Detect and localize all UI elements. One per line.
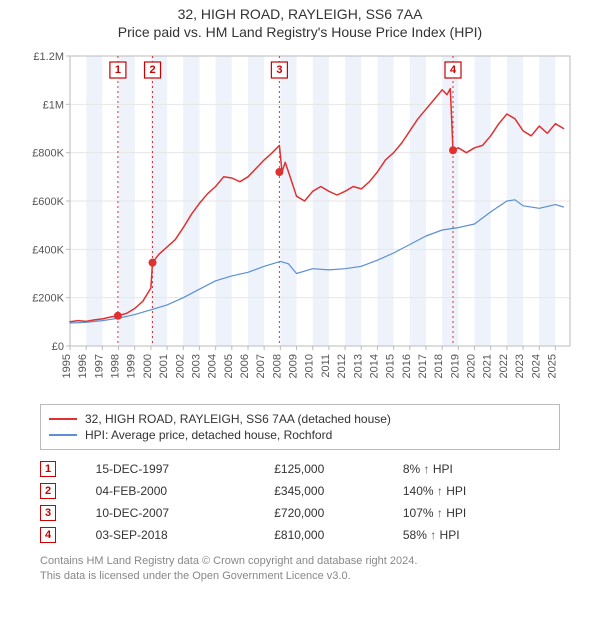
event-price: £720,000 [274,502,403,524]
legend-label: HPI: Average price, detached house, Roch… [85,428,332,442]
svg-text:2011: 2011 [320,354,332,378]
event-badge: 3 [40,505,56,521]
footer-line-1: Contains HM Land Registry data © Crown c… [40,554,560,569]
svg-text:2005: 2005 [223,354,235,378]
svg-text:2007: 2007 [255,354,267,378]
svg-text:1996: 1996 [77,354,89,378]
svg-text:1997: 1997 [93,354,105,378]
event-date: 10-DEC-2007 [96,502,275,524]
event-badge-cell: 3 [40,502,96,524]
event-pct: 8% ↑ HPI [403,458,560,480]
svg-text:2016: 2016 [401,354,413,378]
svg-text:2009: 2009 [288,354,300,378]
arrow-up-icon: ↑ [437,506,443,520]
svg-text:2023: 2023 [514,354,526,378]
svg-text:2021: 2021 [482,354,494,378]
event-date: 04-FEB-2000 [96,480,275,502]
footer-line-2: This data is licensed under the Open Gov… [40,569,560,584]
event-badge: 4 [40,527,56,543]
svg-text:2017: 2017 [417,354,429,378]
svg-text:2025: 2025 [546,354,558,378]
svg-text:2: 2 [149,64,155,76]
legend-item: HPI: Average price, detached house, Roch… [49,427,551,443]
legend-label: 32, HIGH ROAD, RAYLEIGH, SS6 7AA (detach… [85,412,391,426]
svg-text:2008: 2008 [271,354,283,378]
event-price: £810,000 [274,524,403,546]
svg-text:2022: 2022 [498,354,510,378]
svg-text:4: 4 [450,64,457,76]
svg-text:2015: 2015 [385,354,397,378]
event-row: 3 10-DEC-2007£720,000107% ↑ HPI [40,502,560,524]
event-badge: 2 [40,483,56,499]
event-date: 03-SEP-2018 [96,524,275,546]
event-badge-cell: 1 [40,458,96,480]
svg-text:2004: 2004 [207,354,219,378]
event-row: 2 04-FEB-2000£345,000140% ↑ HPI [40,480,560,502]
legend: 32, HIGH ROAD, RAYLEIGH, SS6 7AA (detach… [40,404,560,450]
arrow-up-icon: ↑ [424,462,430,476]
chart-container: £0 £200K £400K £600K £800K £1M £1.2M 1995 1996 19… [20,46,580,396]
event-pct: 140% ↑ HPI [403,480,560,502]
chart-title: 32, HIGH ROAD, RAYLEIGH, SS6 7AA [0,6,600,22]
event-price: £125,000 [274,458,403,480]
svg-text:2006: 2006 [239,354,251,378]
svg-text:2012: 2012 [336,354,348,378]
footer-attribution: Contains HM Land Registry data © Crown c… [40,554,560,584]
svg-text:2000: 2000 [142,354,154,378]
arrow-up-icon: ↑ [437,484,443,498]
event-date: 15-DEC-1997 [96,458,275,480]
svg-text:£1M: £1M [43,99,64,111]
event-pct: 58% ↑ HPI [403,524,560,546]
chart-subtitle: Price paid vs. HM Land Registry's House … [0,24,600,40]
event-row: 1 15-DEC-1997£125,0008% ↑ HPI [40,458,560,480]
svg-text:2020: 2020 [466,354,478,378]
svg-text:£1.2M: £1.2M [33,51,64,63]
svg-text:£0: £0 [52,341,64,353]
svg-text:2019: 2019 [449,354,461,378]
svg-text:1999: 1999 [126,354,138,378]
price-chart: £0 £200K £400K £600K £800K £1M £1.2M 1995 1996 19… [20,46,580,396]
svg-text:2003: 2003 [190,354,202,378]
svg-text:2001: 2001 [158,354,170,378]
svg-text:£400K: £400K [32,244,64,256]
svg-text:3: 3 [276,64,282,76]
svg-text:2018: 2018 [433,354,445,378]
chart-titles: 32, HIGH ROAD, RAYLEIGH, SS6 7AA Price p… [0,0,600,40]
event-row: 4 03-SEP-2018£810,00058% ↑ HPI [40,524,560,546]
events-table: 1 15-DEC-1997£125,0008% ↑ HPI 2 04-FEB-2000… [40,458,560,546]
svg-text:2024: 2024 [530,354,542,378]
event-price: £345,000 [274,480,403,502]
svg-text:1: 1 [115,64,121,76]
svg-text:£200K: £200K [32,293,64,305]
legend-item: 32, HIGH ROAD, RAYLEIGH, SS6 7AA (detach… [49,411,551,427]
arrow-up-icon: ↑ [430,528,436,542]
svg-text:2010: 2010 [304,354,316,378]
legend-swatch [49,434,77,436]
svg-text:£600K: £600K [32,196,64,208]
event-badge: 1 [40,461,56,477]
svg-text:2013: 2013 [352,354,364,378]
event-badge-cell: 4 [40,524,96,546]
svg-text:1998: 1998 [110,354,122,378]
svg-text:1995: 1995 [61,354,73,378]
event-badge-cell: 2 [40,480,96,502]
event-pct: 107% ↑ HPI [403,502,560,524]
svg-text:£800K: £800K [32,148,64,160]
svg-text:2014: 2014 [368,354,380,378]
svg-text:2002: 2002 [174,354,186,378]
legend-swatch [49,418,77,420]
